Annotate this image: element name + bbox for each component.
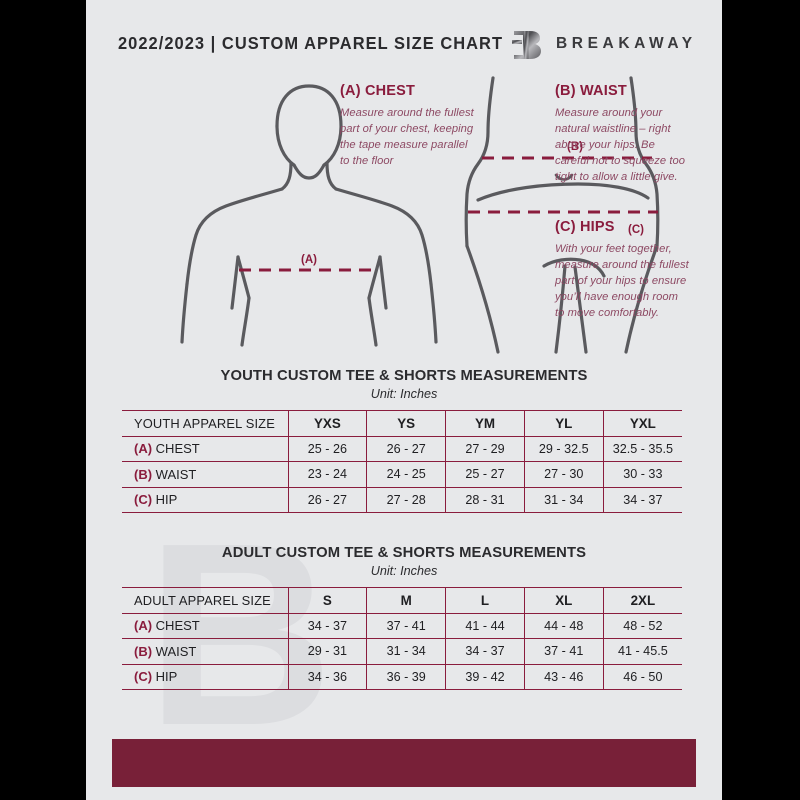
table-row: (C) HIP 34 - 36 36 - 39 39 - 42 43 - 46 … — [122, 663, 682, 690]
column-header: YS — [366, 410, 446, 436]
table-row: (C) HIP 26 - 27 27 - 28 28 - 31 31 - 34 … — [122, 486, 682, 513]
breakaway-b-logo-icon — [510, 26, 544, 62]
table-header-row: ADULT APPAREL SIZE S M L XL 2XL — [122, 587, 682, 613]
measurement-figures: (A) — [86, 70, 722, 360]
cell: 23 - 24 — [287, 461, 367, 487]
cell: 44 - 48 — [523, 612, 604, 639]
cell: 37 - 41 — [523, 638, 604, 664]
cell: 32.5 - 35.5 — [602, 435, 682, 462]
cell: 37 - 41 — [366, 612, 446, 639]
cell: 29 - 32.5 — [523, 435, 604, 462]
row-name: WAIST — [155, 643, 197, 659]
cell: 31 - 34 — [523, 486, 604, 513]
callout-chest-heading: (A) CHEST — [340, 83, 416, 99]
waist-label: (B) — [567, 141, 583, 153]
chest-label: (A) — [301, 254, 317, 266]
callout-hips: (C) HIPS With your feet together, measur… — [555, 219, 689, 322]
cell: 41 - 44 — [445, 612, 525, 639]
cell: 24 - 25 — [366, 461, 446, 487]
footer-bar — [112, 739, 696, 787]
row-tag: (B) — [134, 466, 153, 482]
youth-size-table: YOUTH APPAREL SIZE YXS YS YM YL YXL (A) … — [122, 410, 682, 513]
cell: 27 - 29 — [445, 435, 525, 462]
column-header: YL — [523, 410, 604, 436]
callout-waist-body: Measure around your natural waistline – … — [555, 107, 686, 183]
row-label: (C) HIP — [122, 663, 288, 690]
callout-hips-body: With your feet together, measure around … — [555, 243, 689, 319]
cell: 30 - 33 — [602, 461, 682, 487]
row-label: (A) CHEST — [122, 435, 288, 462]
page-title: 2022/2023 | CUSTOM APPAREL SIZE CHART — [118, 33, 504, 53]
column-header: 2XL — [602, 587, 682, 613]
cell: 43 - 46 — [523, 663, 604, 690]
row-tag: (C) — [134, 492, 153, 508]
body-diagram-svg: (A) — [180, 76, 660, 354]
adult-size-table: ADULT APPAREL SIZE S M L XL 2XL (A) CHES… — [122, 587, 682, 690]
cell: 26 - 27 — [287, 486, 367, 513]
column-header: M — [366, 587, 446, 613]
adult-size-section: ADULT CUSTOM TEE & SHORTS MEASUREMENTS U… — [86, 545, 722, 690]
column-header: S — [287, 587, 367, 613]
table-row: (B) WAIST 29 - 31 31 - 34 34 - 37 37 - 4… — [122, 638, 682, 664]
callout-hips-heading: (C) HIPS — [555, 219, 615, 235]
cell: 34 - 37 — [602, 486, 682, 513]
row-name: CHEST — [155, 441, 200, 457]
row-name: HIP — [155, 492, 178, 508]
callout-chest: (A) CHEST Measure around the fullest par… — [340, 83, 480, 170]
row-name: CHEST — [155, 618, 200, 634]
row-label: (B) WAIST — [122, 461, 288, 487]
cell: 34 - 37 — [287, 612, 367, 639]
hip-label: (C) — [628, 224, 644, 236]
callout-waist: (B) WAIST Measure around your natural wa… — [555, 83, 687, 186]
youth-size-section: YOUTH CUSTOM TEE & SHORTS MEASUREMENTS U… — [86, 368, 722, 513]
cell: 31 - 34 — [366, 638, 446, 664]
row-tag: (B) — [134, 643, 153, 659]
adult-table-title: ADULT CUSTOM TEE & SHORTS MEASUREMENTS — [221, 545, 587, 561]
cell: 34 - 36 — [287, 663, 367, 690]
youth-row-header: YOUTH APPAREL SIZE — [122, 410, 288, 436]
callout-chest-body: Measure around the fullest part of your … — [340, 107, 474, 167]
row-label: (C) HIP — [122, 486, 288, 513]
table-row: (A) CHEST 34 - 37 37 - 41 41 - 44 44 - 4… — [122, 612, 682, 639]
cell: 34 - 37 — [445, 638, 525, 664]
cell: 27 - 30 — [523, 461, 604, 487]
row-tag: (A) — [134, 441, 153, 457]
column-header: XL — [523, 587, 604, 613]
row-tag: (A) — [134, 618, 153, 634]
row-label: (A) CHEST — [122, 612, 288, 639]
cell: 46 - 50 — [602, 663, 682, 690]
cell: 36 - 39 — [366, 663, 446, 690]
callout-waist-heading: (B) WAIST — [555, 83, 627, 99]
cell: 29 - 31 — [287, 638, 367, 664]
column-header: YXS — [287, 410, 367, 436]
table-row: (A) CHEST 25 - 26 26 - 27 27 - 29 29 - 3… — [122, 435, 682, 462]
column-header: YM — [445, 410, 525, 436]
cell: 25 - 27 — [445, 461, 525, 487]
cell: 48 - 52 — [602, 612, 682, 639]
column-header: YXL — [602, 410, 682, 436]
cell: 27 - 28 — [366, 486, 446, 513]
cell: 39 - 42 — [445, 663, 525, 690]
cell: 41 - 45.5 — [602, 638, 682, 664]
adult-row-header: ADULT APPAREL SIZE — [122, 587, 288, 613]
cell: 28 - 31 — [445, 486, 525, 513]
brand-name: BREAKAWAY — [556, 35, 697, 52]
cell: 26 - 27 — [366, 435, 446, 462]
row-label: (B) WAIST — [122, 638, 288, 664]
size-chart-page: B 2022/2023 | CUSTOM APPAREL SIZE CHART — [86, 0, 722, 800]
youth-table-title: YOUTH CUSTOM TEE & SHORTS MEASUREMENTS — [220, 368, 588, 384]
youth-table-unit: Unit: Inches — [370, 387, 438, 401]
cell: 25 - 26 — [287, 435, 367, 462]
row-tag: (C) — [134, 669, 153, 685]
row-name: HIP — [155, 669, 178, 685]
adult-table-unit: Unit: Inches — [370, 564, 438, 578]
table-row: (B) WAIST 23 - 24 24 - 25 25 - 27 27 - 3… — [122, 461, 682, 487]
column-header: L — [445, 587, 525, 613]
table-header-row: YOUTH APPAREL SIZE YXS YS YM YL YXL — [122, 410, 682, 436]
page-header: 2022/2023 | CUSTOM APPAREL SIZE CHART BR… — [86, 28, 722, 68]
row-name: WAIST — [155, 466, 197, 482]
